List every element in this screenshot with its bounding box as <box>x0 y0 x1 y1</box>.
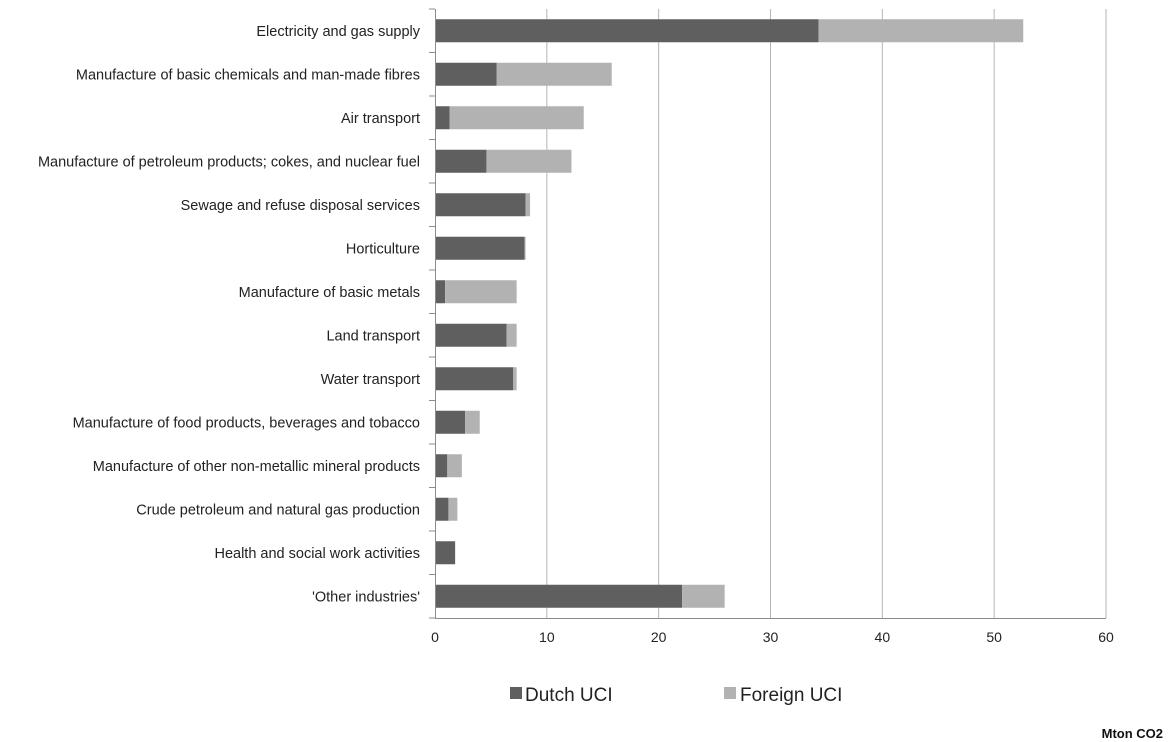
category-label-manufacture-of-food-products-beverages-and-tobacco: Manufacture of food products, beverages … <box>73 415 420 431</box>
bar-dutch-uci-manufacture-of-other-non-metallic-mineral-products <box>435 454 448 478</box>
category-label-sewage-and-refuse-disposal-services: Sewage and refuse disposal services <box>181 198 420 214</box>
bar-foreign-uci-manufacture-of-food-products-beverages-and-tobacco <box>465 410 480 434</box>
bar-foreign-uci-air-transport <box>449 106 584 130</box>
bar-dutch-uci-crude-petroleum-and-natural-gas-production <box>435 497 449 521</box>
category-label-water-transport: Water transport <box>321 372 420 388</box>
axes <box>429 8 1106 619</box>
bar-dutch-uci-manufacture-of-food-products-beverages-and-tobacco <box>435 410 466 434</box>
bar-dutch-uci-electricity-and-gas-supply <box>435 19 819 43</box>
legend-swatch-foreign-uci <box>724 687 736 699</box>
x-tick-label-50: 50 <box>986 629 1002 645</box>
x-tick-label-10: 10 <box>539 629 555 645</box>
x-tick-labels: 0 10 20 30 40 50 60 <box>431 629 1114 645</box>
bar-foreign-uci-manufacture-of-other-non-metallic-mineral-products <box>447 454 462 478</box>
bar-foreign-uci-manufacture-of-petroleum-products-cokes-and-nuclear-fuel <box>486 149 572 173</box>
category-label-crude-petroleum-and-natural-gas-production: Crude petroleum and natural gas producti… <box>136 502 420 518</box>
bar-dutch-uci-water-transport <box>435 367 514 391</box>
category-label-land-transport: Land transport <box>326 328 420 344</box>
x-axis-unit-label: Mton CO2 <box>1102 726 1163 741</box>
category-label-health-and-social-work-activities: Health and social work activities <box>214 546 420 562</box>
bar-foreign-uci-horticulture <box>524 236 526 260</box>
bar-dutch-uci-land-transport <box>435 323 507 347</box>
bars <box>435 19 1024 608</box>
bar-dutch-uci-manufacture-of-petroleum-products-cokes-and-nuclear-fuel <box>435 149 487 173</box>
bar-foreign-uci-sewage-and-refuse-disposal-services <box>525 193 531 217</box>
category-label-horticulture: Horticulture <box>346 241 420 257</box>
category-label-air-transport: Air transport <box>341 111 420 127</box>
x-tick-label-30: 30 <box>763 629 779 645</box>
bar-dutch-uci-health-and-social-work-activities <box>435 541 456 565</box>
bar-foreign-uci-manufacture-of-basic-chemicals-and-man-made-fibres <box>496 62 612 86</box>
bar-dutch-uci-sewage-and-refuse-disposal-services <box>435 193 526 217</box>
bar-dutch-uci-other-industries <box>435 584 683 608</box>
bar-foreign-uci-manufacture-of-basic-metals <box>445 280 517 304</box>
category-label-manufacture-of-other-non-metallic-mineral-products: Manufacture of other non-metallic minera… <box>93 459 420 475</box>
x-tick-label-20: 20 <box>651 629 667 645</box>
category-label-manufacture-of-petroleum-products-cokes-and-nuclear-fuel: Manufacture of petroleum products; cokes… <box>38 154 420 170</box>
category-labels: Electricity and gas supply Manufacture of… <box>38 24 421 606</box>
bar-dutch-uci-manufacture-of-basic-chemicals-and-man-made-fibres <box>435 62 497 86</box>
category-label-manufacture-of-basic-metals: Manufacture of basic metals <box>239 285 420 301</box>
x-tick-label-40: 40 <box>875 629 891 645</box>
bar-dutch-uci-horticulture <box>435 236 525 260</box>
legend-label-foreign-uci: Foreign UCI <box>740 685 842 706</box>
bar-foreign-uci-other-industries <box>682 584 725 608</box>
legend: Dutch UCI Foreign UCI <box>510 685 842 706</box>
x-tick-label-60: 60 <box>1098 629 1114 645</box>
bar-dutch-uci-manufacture-of-basic-metals <box>435 280 446 304</box>
legend-swatch-dutch-uci <box>510 687 522 699</box>
bar-dutch-uci-air-transport <box>435 106 450 130</box>
category-label-manufacture-of-basic-chemicals-and-man-made-fibres: Manufacture of basic chemicals and man-m… <box>76 67 420 83</box>
bar-foreign-uci-land-transport <box>506 323 517 347</box>
category-label-other-industries: 'Other industries' <box>312 589 420 605</box>
gridlines <box>546 9 1107 618</box>
legend-label-dutch-uci: Dutch UCI <box>525 685 613 706</box>
category-label-electricity-and-gas-supply: Electricity and gas supply <box>256 24 420 40</box>
x-tick-label-0: 0 <box>431 629 439 645</box>
bar-foreign-uci-water-transport <box>513 367 517 391</box>
bar-foreign-uci-crude-petroleum-and-natural-gas-production <box>448 497 458 521</box>
bar-foreign-uci-electricity-and-gas-supply <box>818 19 1024 43</box>
